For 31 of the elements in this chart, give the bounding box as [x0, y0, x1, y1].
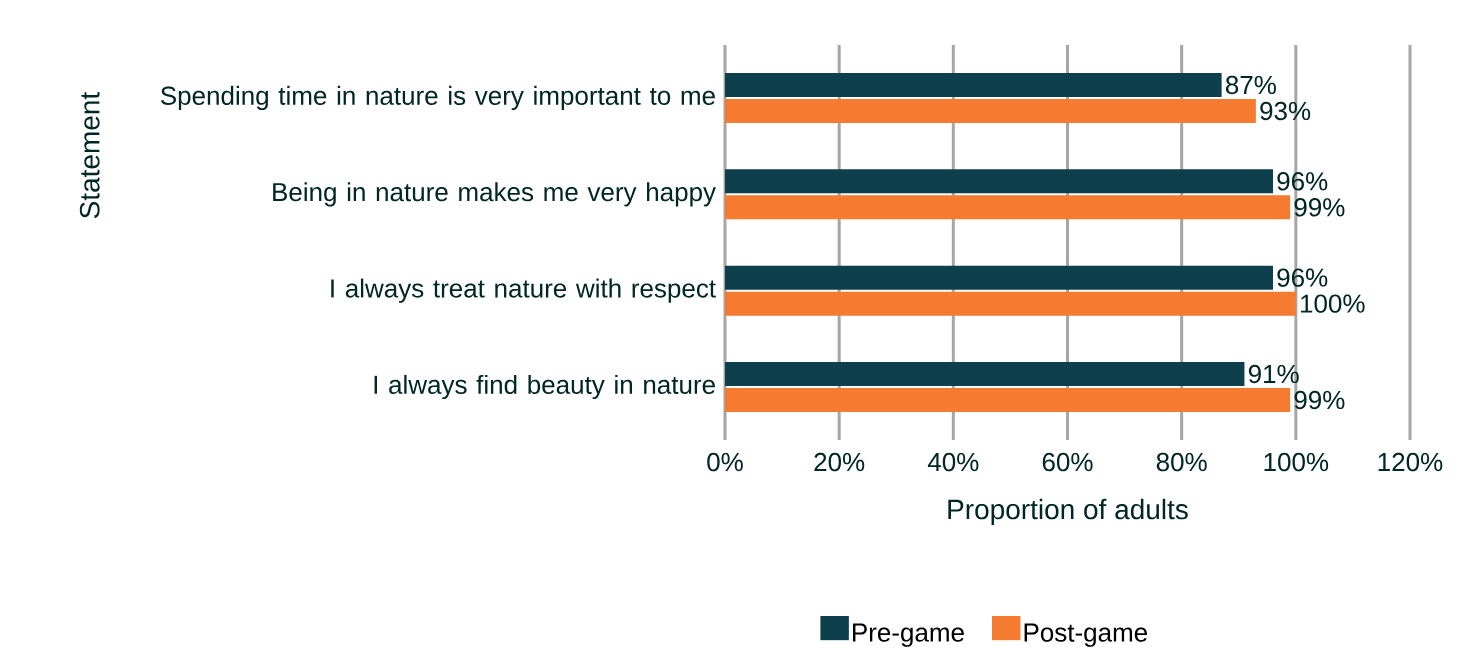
x-tick-label: 0%	[707, 452, 743, 472]
bar	[725, 291, 1296, 316]
x-tick-label: 40%	[927, 452, 979, 472]
data-label: 96%	[1277, 172, 1328, 191]
y-axis-title: Statement	[79, 92, 100, 219]
data-label: 87%	[1225, 75, 1276, 95]
bar	[725, 169, 1273, 194]
data-label: 100%	[1301, 294, 1365, 313]
x-tick-label: 100%	[1264, 452, 1329, 472]
data-label: 93%	[1260, 101, 1311, 121]
data-label: 99%	[1294, 390, 1345, 410]
legend-label: Pre-game	[853, 623, 964, 647]
data-label: 99%	[1294, 198, 1345, 217]
bar	[725, 72, 1222, 97]
y-tick-label: I always treat nature with respect	[331, 278, 716, 303]
x-tick-label: 20%	[814, 452, 865, 472]
data-label: 96%	[1277, 268, 1328, 287]
bar	[725, 195, 1291, 220]
bar	[725, 265, 1273, 290]
x-tick-label: 60%	[1042, 452, 1093, 472]
data-label: 91%	[1248, 364, 1299, 384]
y-tick-label: Being in nature makes me very happy	[273, 182, 716, 207]
x-tick-label: 80%	[1156, 452, 1207, 472]
x-axis-title: Proportion of adults	[948, 498, 1188, 525]
bar	[725, 362, 1245, 387]
y-tick-label: I always find beauty in nature	[374, 374, 715, 400]
bar	[725, 98, 1256, 123]
x-tick-label: 120%	[1378, 452, 1443, 472]
y-tick-label: Spending time in nature is very important to me	[160, 85, 715, 111]
bar	[725, 388, 1291, 413]
legend-label: Post-game	[1024, 623, 1148, 647]
